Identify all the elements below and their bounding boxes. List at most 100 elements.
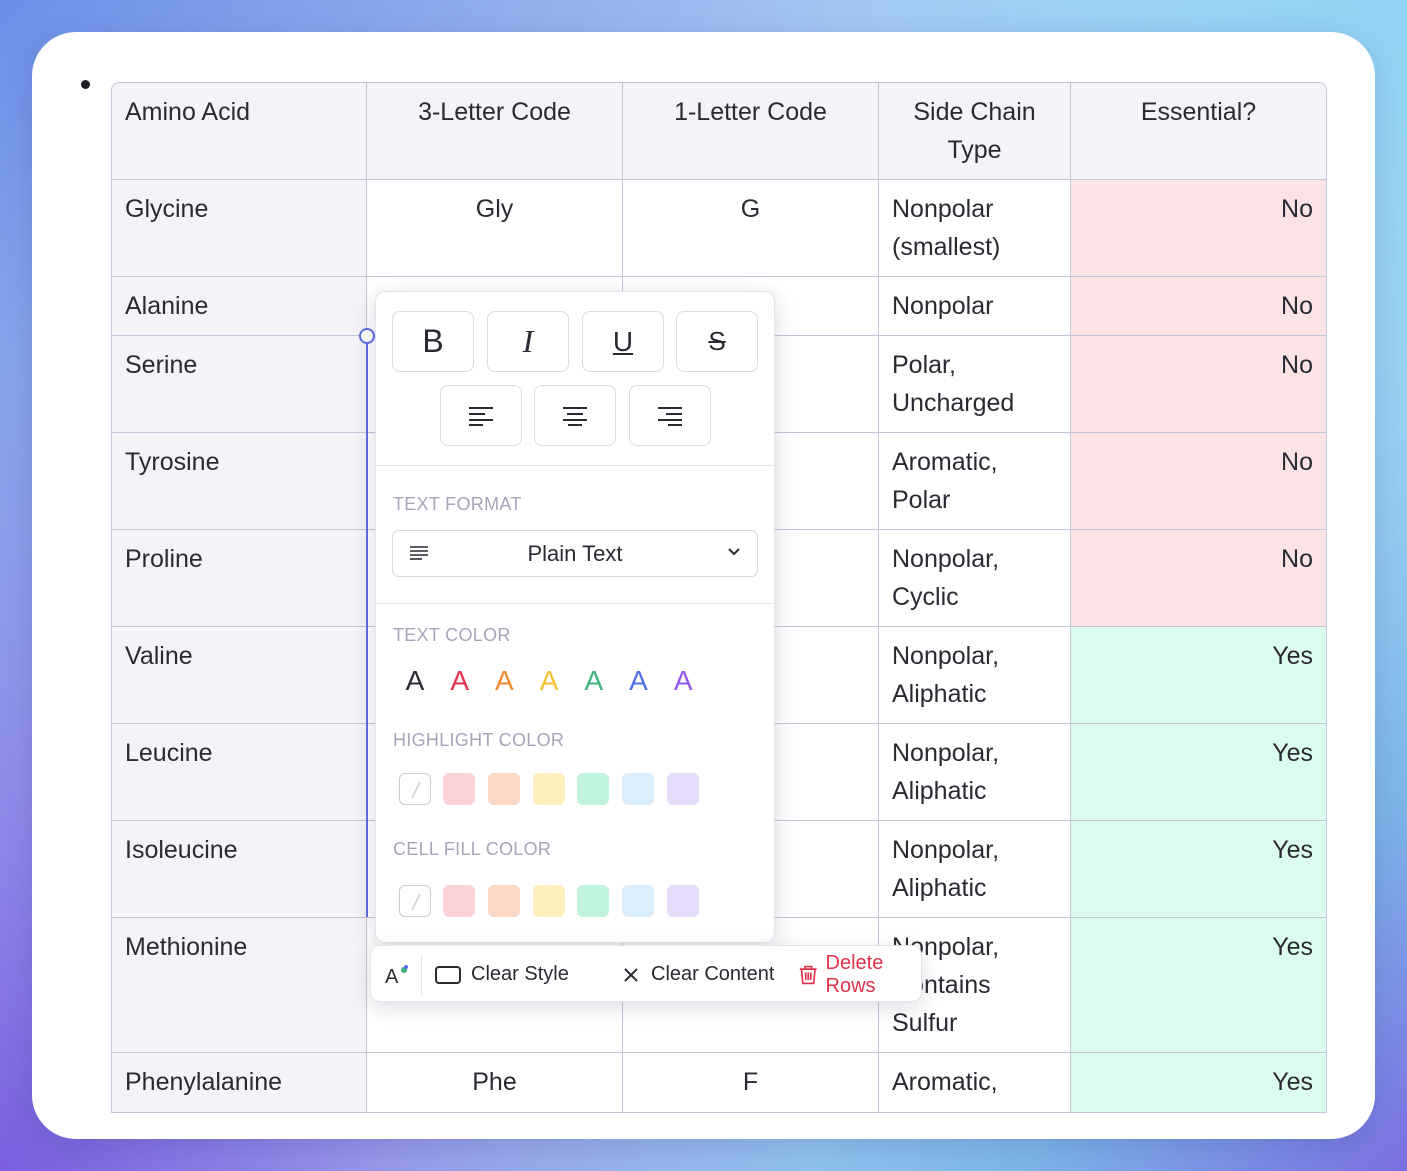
table-row: Serine Polar, Uncharged No [111, 336, 1327, 433]
cell-essential[interactable]: Yes [1071, 724, 1327, 821]
cell-action-toolbar: A Clear Style Clear Content Delete Rows [370, 945, 922, 1002]
text-color-orange[interactable]: A [495, 665, 514, 696]
table-row: Alanine Nonpolar No [111, 277, 1327, 336]
cell-amino-acid[interactable]: Valine [111, 627, 367, 724]
rectangle-icon [435, 965, 461, 984]
italic-icon: I [522, 323, 534, 359]
cell-amino-acid[interactable]: Serine [111, 336, 367, 433]
selection-handle[interactable] [359, 328, 375, 344]
text-style-icon: A [385, 964, 408, 986]
cell-essential[interactable]: Yes [1071, 627, 1327, 724]
text-color-purple[interactable]: A [673, 665, 693, 696]
clear-style-button[interactable]: Clear Style [435, 946, 569, 1003]
highlight-color-orange[interactable] [487, 773, 520, 805]
italic-button[interactable]: I [487, 311, 569, 372]
cell-amino-acid[interactable]: Leucine [111, 724, 367, 821]
cell-side-chain-type[interactable]: Aromatic, [879, 1053, 1071, 1113]
cell-essential[interactable]: No [1071, 530, 1327, 627]
header-1-letter-code[interactable]: 1-Letter Code [623, 82, 879, 180]
align-center-button[interactable] [534, 385, 616, 446]
toolbar-separator [421, 955, 422, 995]
table-header-row: Amino Acid 3-Letter Code 1-Letter Code S… [111, 82, 1327, 180]
table-row: Leucine Nonpolar, Aliphatic Yes [111, 724, 1327, 821]
text-color-green[interactable]: A [584, 665, 604, 696]
text-style-button[interactable]: A [385, 946, 409, 1003]
highlight-color-blue[interactable] [622, 773, 655, 805]
cell-fill-color-label: CELL FILL COLOR [393, 839, 552, 859]
cell-essential[interactable]: Yes [1071, 821, 1327, 918]
text-format-label: TEXT FORMAT [393, 494, 522, 514]
cell-side-chain-type[interactable]: Nonpolar, Aliphatic [879, 627, 1071, 724]
text-lines-icon [410, 546, 428, 560]
table-row: Tyrosine Aromatic, Polar No [111, 433, 1327, 530]
cell-side-chain-type[interactable]: Nonpolar [879, 277, 1071, 336]
cell-fill-color-yellow[interactable] [532, 885, 565, 917]
cell-side-chain-type[interactable]: Polar, Uncharged [879, 336, 1071, 433]
cell-side-chain-type[interactable]: Nonpolar, Cyclic [879, 530, 1071, 627]
strikethrough-button[interactable]: S [676, 311, 758, 372]
cell-essential[interactable]: Yes [1071, 1053, 1327, 1113]
clear-style-label: Clear Style [471, 963, 569, 985]
clear-content-button[interactable]: Clear Content [623, 946, 774, 1003]
bold-button[interactable]: B [392, 311, 474, 372]
text-format-select[interactable]: Plain Text [392, 530, 758, 577]
underline-icon: U [612, 325, 634, 357]
table-row: Valine Nonpolar, Aliphatic Yes [111, 627, 1327, 724]
underline-button[interactable]: U [582, 311, 664, 372]
cell-side-chain-type[interactable]: Nonpolar, Aliphatic [879, 821, 1071, 918]
text-color-blue[interactable]: A [629, 665, 648, 696]
header-3-letter-code[interactable]: 3-Letter Code [367, 82, 623, 180]
cell-3-letter-code[interactable]: Gly [367, 180, 623, 277]
cell-side-chain-type[interactable]: Nonpolar (smallest) [879, 180, 1071, 277]
table-row: Phenylalanine Phe F Aromatic, Yes [111, 1053, 1327, 1113]
cell-fill-color-blue[interactable] [622, 885, 655, 917]
highlight-color-purple[interactable] [667, 773, 699, 805]
align-left-icon [469, 406, 493, 426]
cell-amino-acid[interactable]: Methionine [111, 918, 367, 1053]
cell-3-letter-code[interactable]: Phe [367, 1053, 623, 1113]
text-color-yellow[interactable]: A [539, 665, 559, 696]
column-selection-line [366, 335, 368, 917]
cell-fill-color-purple[interactable] [667, 885, 699, 917]
highlight-color-none[interactable] [399, 773, 431, 805]
text-color-red[interactable]: A [450, 665, 470, 696]
bullet-point [81, 80, 90, 89]
header-amino-acid[interactable]: Amino Acid [111, 82, 367, 180]
align-left-button[interactable] [440, 385, 522, 446]
cell-amino-acid[interactable]: Alanine [111, 277, 367, 336]
cell-fill-color-green[interactable] [577, 885, 610, 917]
no-color-icon [411, 781, 421, 799]
cell-fill-color-red[interactable] [443, 885, 475, 917]
align-right-button[interactable] [629, 385, 711, 446]
highlight-color-red[interactable] [443, 773, 475, 805]
cell-essential[interactable]: No [1071, 277, 1327, 336]
cell-essential[interactable]: No [1071, 336, 1327, 433]
cell-amino-acid[interactable]: Glycine [111, 180, 367, 277]
cell-essential[interactable]: No [1071, 180, 1327, 277]
cell-amino-acid[interactable]: Proline [111, 530, 367, 627]
cell-side-chain-type[interactable]: Aromatic, Polar [879, 433, 1071, 530]
cell-1-letter-code[interactable]: G [623, 180, 879, 277]
cell-fill-color-none[interactable] [399, 885, 431, 917]
cell-essential[interactable]: Yes [1071, 918, 1327, 1053]
cell-essential[interactable]: No [1071, 433, 1327, 530]
highlight-color-yellow[interactable] [532, 773, 565, 805]
table-row: Glycine Gly G Nonpolar (smallest) No [111, 180, 1327, 277]
cell-side-chain-type[interactable]: Nonpolar, Aliphatic [879, 724, 1071, 821]
highlight-color-green[interactable] [577, 773, 610, 805]
cell-1-letter-code[interactable]: F [623, 1053, 879, 1113]
no-color-icon [411, 893, 421, 911]
table-row: Isoleucine Nonpolar, Aliphatic Yes [111, 821, 1327, 918]
chevron-down-icon [728, 548, 740, 556]
cell-fill-color-orange[interactable] [487, 885, 520, 917]
header-essential[interactable]: Essential? [1071, 82, 1327, 180]
text-color-default[interactable]: A [405, 665, 425, 696]
clear-content-label: Clear Content [651, 963, 775, 985]
format-popover: B I U S TEXT FORMAT Plain Text TEXT COLO… [375, 291, 775, 943]
header-side-chain-type[interactable]: Side Chain Type [879, 82, 1071, 180]
cell-amino-acid[interactable]: Tyrosine [111, 433, 367, 530]
cell-amino-acid[interactable]: Isoleucine [111, 821, 367, 918]
bold-icon: B [422, 323, 444, 359]
cell-amino-acid[interactable]: Phenylalanine [111, 1053, 367, 1113]
delete-rows-button[interactable]: Delete Rows [799, 946, 921, 1003]
